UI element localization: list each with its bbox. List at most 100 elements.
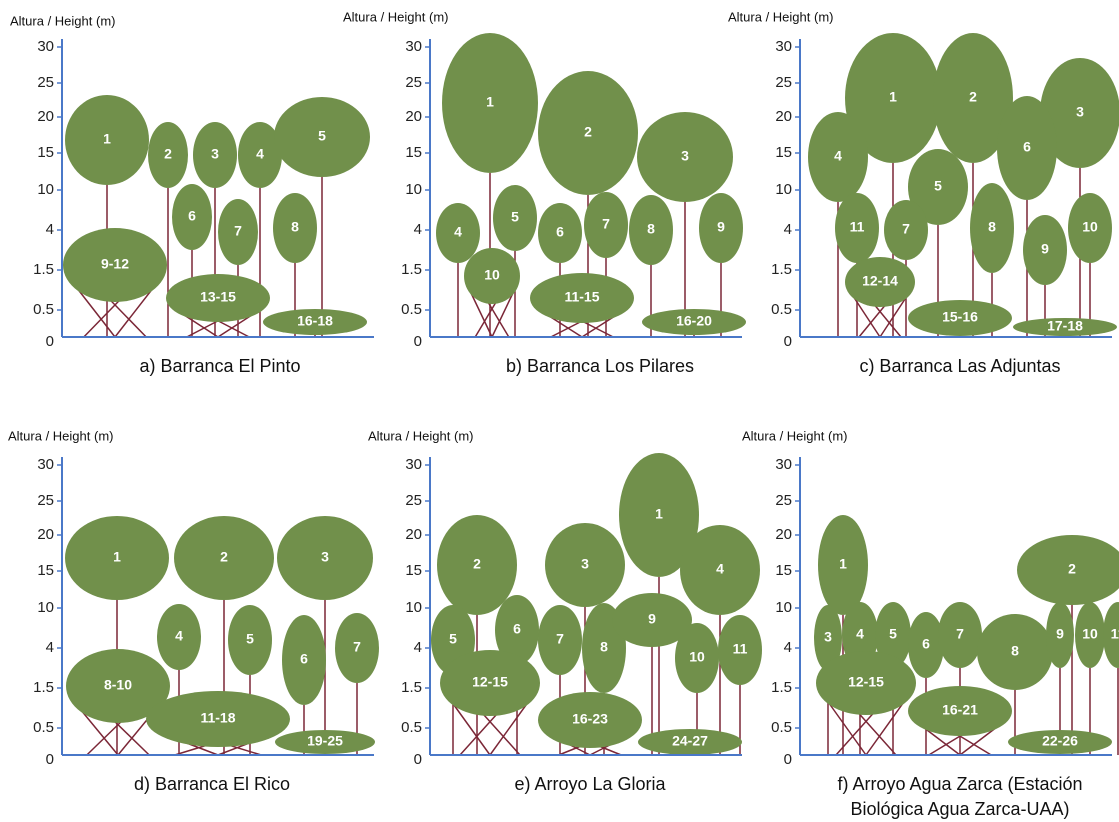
tick-label: 15 bbox=[405, 562, 422, 579]
tree-label: 2 bbox=[969, 89, 977, 105]
tick-label: 1.5 bbox=[771, 679, 792, 696]
caption: c) Barranca Las Adjuntas bbox=[859, 356, 1060, 376]
tick-label: 15 bbox=[37, 144, 54, 161]
caption: a) Barranca El Pinto bbox=[139, 356, 300, 376]
tree-label: 7 bbox=[234, 223, 242, 239]
tree-label: 2 bbox=[220, 549, 228, 565]
tree-label: 19-25 bbox=[307, 733, 343, 749]
tree-label: 6 bbox=[922, 636, 930, 652]
tree-label: 11-18 bbox=[200, 710, 235, 726]
tick-label: 20 bbox=[775, 526, 792, 543]
tick-label: 25 bbox=[37, 492, 54, 509]
tick-label: 15 bbox=[775, 562, 792, 579]
tree-label: 7 bbox=[353, 639, 361, 655]
tree-label: 1 bbox=[103, 131, 111, 147]
tick-label: 25 bbox=[37, 74, 54, 91]
tree-label: 9-12 bbox=[101, 256, 129, 272]
tree-label: 8-10 bbox=[104, 677, 132, 693]
tick-label: 1.5 bbox=[401, 679, 422, 696]
tick-label: 10 bbox=[37, 181, 54, 198]
tick-label: 30 bbox=[37, 456, 54, 473]
tick-label: 25 bbox=[775, 492, 792, 509]
tick-label: 0 bbox=[784, 751, 792, 768]
tick-label: 4 bbox=[46, 221, 54, 238]
tree-label: 2 bbox=[473, 556, 481, 572]
caption: f) Arroyo Agua Zarca (Estación bbox=[837, 774, 1082, 794]
tree-label: 3 bbox=[321, 549, 329, 565]
tick-label: 10 bbox=[405, 599, 422, 616]
tree-label: 3 bbox=[824, 629, 832, 645]
caption: e) Arroyo La Gloria bbox=[514, 774, 666, 794]
tree-label: 3 bbox=[1076, 104, 1084, 120]
tree-label: 3 bbox=[581, 556, 589, 572]
y-axis-label: Altura / Height (m) bbox=[728, 9, 833, 24]
tick-label: 25 bbox=[775, 74, 792, 91]
tree-label: 4 bbox=[834, 148, 842, 164]
tick-label: 0.5 bbox=[771, 301, 792, 318]
panel: 302520151041.50.50123456789101112-1415-1… bbox=[771, 33, 1119, 350]
tree-label: 5 bbox=[449, 631, 457, 647]
tree-label: 1 bbox=[655, 506, 663, 522]
tick-label: 0 bbox=[414, 751, 422, 768]
tick-label: 20 bbox=[405, 108, 422, 125]
tree-label: 3 bbox=[211, 146, 219, 162]
tree-label: 16-21 bbox=[942, 702, 978, 718]
tree-label: 12-15 bbox=[848, 674, 884, 690]
tick-label: 0.5 bbox=[771, 719, 792, 736]
tick-label: 20 bbox=[775, 108, 792, 125]
tick-label: 15 bbox=[775, 144, 792, 161]
panel: 302520151041.50.50123456789101112-1516-2… bbox=[401, 453, 762, 768]
tree-label: 6 bbox=[188, 208, 196, 224]
tick-label: 4 bbox=[46, 639, 54, 656]
tree-label: 6 bbox=[1023, 139, 1031, 155]
tree-label: 9 bbox=[1056, 626, 1064, 642]
tree-label: 13-15 bbox=[200, 289, 236, 305]
tree-label: 16-23 bbox=[572, 711, 608, 727]
tick-label: 0 bbox=[46, 751, 54, 768]
tree-label: 1 bbox=[889, 89, 897, 105]
tick-label: 10 bbox=[405, 181, 422, 198]
tick-label: 0 bbox=[46, 333, 54, 350]
tree-label: 10 bbox=[1082, 626, 1098, 642]
tick-label: 0.5 bbox=[33, 719, 54, 736]
caption: d) Barranca El Rico bbox=[134, 774, 290, 794]
tree-label: 4 bbox=[454, 224, 462, 240]
tree-label: 16-18 bbox=[297, 313, 333, 329]
tree-label: 2 bbox=[584, 124, 592, 140]
tree-label: 4 bbox=[856, 626, 864, 642]
tick-label: 30 bbox=[405, 456, 422, 473]
tree-label: 8 bbox=[600, 639, 608, 655]
tick-label: 30 bbox=[775, 456, 792, 473]
tree-label: 4 bbox=[256, 146, 264, 162]
tick-label: 4 bbox=[784, 221, 792, 238]
figure: 302520151041.50.50123456789-1213-1516-18… bbox=[0, 0, 1119, 822]
panel: 302520151041.50.50123456789101112-1516-2… bbox=[771, 456, 1119, 768]
tree-label: 9 bbox=[1041, 241, 1049, 257]
tick-label: 1.5 bbox=[771, 261, 792, 278]
tree-label: 10 bbox=[484, 267, 500, 283]
tree-label: 1 bbox=[113, 549, 121, 565]
tick-label: 20 bbox=[37, 526, 54, 543]
tree-label: 6 bbox=[300, 651, 308, 667]
tick-label: 10 bbox=[37, 599, 54, 616]
caption: Biológica Agua Zarca-UAA) bbox=[850, 799, 1069, 819]
tree-label: 6 bbox=[513, 621, 521, 637]
tick-label: 20 bbox=[37, 108, 54, 125]
tree-label: 22-26 bbox=[1042, 733, 1078, 749]
tree-label: 2 bbox=[1068, 561, 1076, 577]
tick-label: 10 bbox=[775, 181, 792, 198]
tree-label: 5 bbox=[511, 209, 519, 225]
tick-label: 0.5 bbox=[401, 719, 422, 736]
tree-label: 5 bbox=[246, 631, 254, 647]
tree-label: 2 bbox=[164, 146, 172, 162]
tree-label: 6 bbox=[556, 224, 564, 240]
tree-label: 16-20 bbox=[676, 313, 712, 329]
tick-label: 0 bbox=[414, 333, 422, 350]
tick-label: 1.5 bbox=[401, 261, 422, 278]
tree-label: 5 bbox=[889, 626, 897, 642]
tree-label: 1 bbox=[839, 556, 847, 572]
tree-label: 11 bbox=[733, 641, 748, 657]
tick-label: 30 bbox=[37, 38, 54, 55]
tick-label: 4 bbox=[414, 639, 422, 656]
